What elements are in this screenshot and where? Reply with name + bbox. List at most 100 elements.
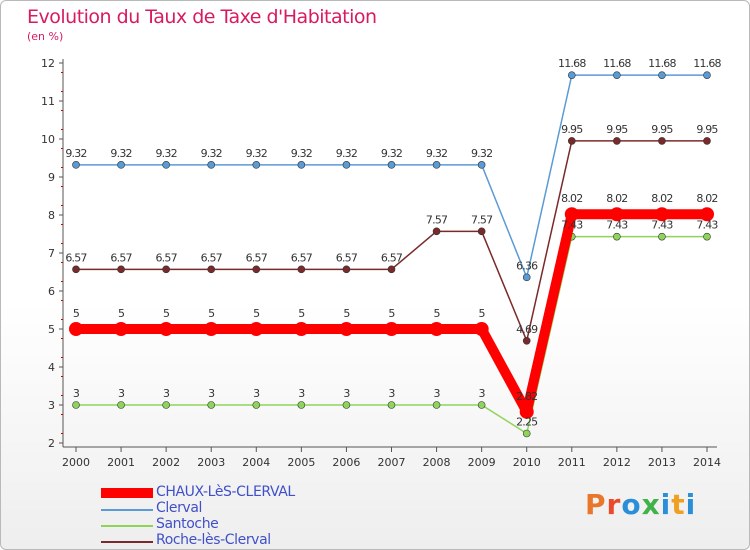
data-point bbox=[159, 322, 174, 336]
data-point bbox=[474, 322, 489, 336]
data-label: 9.32 bbox=[426, 147, 447, 160]
data-point bbox=[297, 265, 306, 274]
y-tick-label: 11 bbox=[41, 95, 55, 108]
data-label: 5 bbox=[298, 307, 305, 320]
data-label: 9.95 bbox=[696, 123, 718, 136]
data-point bbox=[609, 207, 624, 222]
data-label: 3 bbox=[343, 387, 350, 400]
data-point bbox=[613, 137, 621, 145]
data-label: 3 bbox=[73, 387, 80, 400]
data-point bbox=[567, 137, 576, 145]
data-label: 11.68 bbox=[603, 57, 631, 70]
data-label: 11.68 bbox=[648, 57, 676, 70]
data-label: 9.32 bbox=[65, 147, 86, 160]
data-label: 3 bbox=[479, 387, 486, 400]
data-point bbox=[519, 404, 534, 419]
x-tick-label: 2009 bbox=[468, 456, 496, 469]
data-point bbox=[342, 401, 351, 409]
data-point bbox=[432, 227, 441, 236]
data-label: 9.32 bbox=[155, 147, 176, 160]
data-point bbox=[387, 161, 396, 169]
data-label: 9.95 bbox=[606, 123, 628, 136]
data-point bbox=[432, 161, 441, 169]
data-point bbox=[522, 336, 531, 345]
data-label: 3 bbox=[208, 387, 215, 400]
data-point bbox=[69, 322, 83, 336]
data-label: 7.43 bbox=[696, 219, 718, 232]
data-point bbox=[162, 401, 170, 409]
data-point bbox=[339, 322, 354, 336]
x-tick-label: 2010 bbox=[513, 456, 541, 469]
data-point bbox=[477, 161, 486, 169]
data-label: 8.02 bbox=[696, 192, 717, 205]
data-point bbox=[72, 265, 80, 274]
data-point bbox=[297, 161, 306, 169]
legend-label: Roche-lès-Clerval bbox=[156, 532, 271, 548]
data-label: 6.57 bbox=[155, 251, 177, 264]
y-tick-label: 2 bbox=[48, 437, 55, 450]
y-tick-label: 7 bbox=[48, 247, 55, 260]
data-label: 9.32 bbox=[336, 147, 357, 160]
x-tick-label: 2004 bbox=[242, 456, 270, 469]
data-point bbox=[658, 137, 666, 145]
data-point bbox=[658, 71, 666, 79]
data-label: 9.32 bbox=[471, 147, 492, 160]
data-label: 5 bbox=[208, 307, 215, 320]
data-point bbox=[613, 232, 621, 241]
data-point bbox=[384, 322, 399, 336]
data-point bbox=[117, 161, 125, 169]
data-label: 5 bbox=[388, 307, 395, 320]
data-point bbox=[432, 401, 441, 409]
data-point bbox=[658, 232, 666, 241]
data-label: 5 bbox=[479, 307, 486, 320]
data-label: 9.32 bbox=[291, 147, 312, 160]
x-tick-label: 2001 bbox=[107, 456, 135, 469]
x-tick-label: 2005 bbox=[287, 456, 315, 469]
legend-swatch bbox=[101, 525, 153, 527]
proxiti-logo: Proxiti bbox=[585, 488, 697, 521]
data-point bbox=[294, 322, 309, 336]
data-label: 2.82 bbox=[516, 390, 537, 403]
data-label: 7.43 bbox=[561, 219, 583, 232]
data-point bbox=[252, 161, 261, 169]
data-point bbox=[114, 322, 129, 336]
data-point bbox=[207, 401, 216, 409]
data-label: 8.02 bbox=[651, 192, 672, 205]
chart-subtitle: (en %) bbox=[27, 30, 64, 43]
data-point bbox=[297, 401, 306, 409]
data-point bbox=[522, 273, 531, 282]
data-point bbox=[703, 137, 711, 145]
data-point bbox=[207, 161, 216, 169]
x-tick-label: 2011 bbox=[558, 456, 586, 469]
data-label: 7.57 bbox=[426, 213, 448, 226]
data-point bbox=[117, 265, 125, 274]
y-tick-label: 10 bbox=[41, 133, 55, 146]
y-tick-label: 5 bbox=[48, 323, 55, 336]
data-point bbox=[477, 227, 486, 236]
data-label: 3 bbox=[163, 387, 170, 400]
data-point bbox=[252, 401, 261, 409]
data-label: 5 bbox=[118, 307, 125, 320]
legend-swatch bbox=[101, 509, 153, 511]
x-tick-label: 2013 bbox=[648, 456, 676, 469]
legend-label: Santoche bbox=[156, 516, 219, 532]
y-tick-label: 8 bbox=[48, 209, 55, 222]
data-label: 5 bbox=[343, 307, 350, 320]
data-point bbox=[162, 265, 170, 274]
y-tick-label: 3 bbox=[48, 399, 55, 412]
data-label: 7.57 bbox=[471, 213, 493, 226]
data-label: 9.32 bbox=[246, 147, 267, 160]
data-point bbox=[249, 322, 264, 336]
data-label: 4.69 bbox=[516, 323, 538, 336]
data-point bbox=[252, 265, 261, 274]
legend-label: CHAUX-LèS-CLERVAL bbox=[156, 484, 295, 500]
legend-swatch bbox=[101, 541, 153, 543]
data-label: 9.32 bbox=[201, 147, 222, 160]
data-label: 9.95 bbox=[651, 123, 673, 136]
legend-swatch bbox=[101, 488, 153, 498]
y-tick-label: 6 bbox=[48, 285, 55, 298]
y-tick-label: 9 bbox=[48, 171, 55, 184]
legend-label: Clerval bbox=[156, 500, 202, 516]
